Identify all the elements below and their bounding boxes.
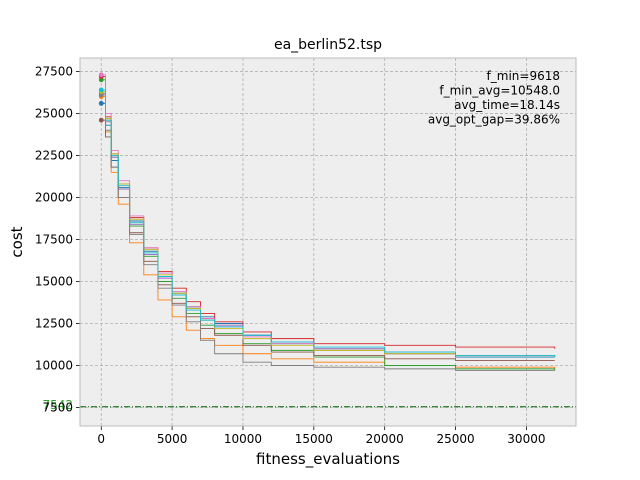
annotation-box: f_min=9618f_min_avg=10548.0avg_time=18.1… <box>428 69 560 127</box>
series-start-point <box>98 117 104 123</box>
x-tick-label: 10000 <box>224 432 262 446</box>
x-tick-label: 20000 <box>366 432 404 446</box>
y-tick-label: 10000 <box>35 359 73 373</box>
series-line <box>101 89 556 358</box>
series-start-point <box>98 87 104 93</box>
annotation-line: f_min=9618 <box>487 69 560 83</box>
y-tick-label: 27500 <box>35 64 73 78</box>
x-tick-label: 15000 <box>295 432 333 446</box>
series-group <box>98 72 556 371</box>
y-axis-label: cost <box>8 226 26 257</box>
optimum-reference-label: 7542 <box>42 398 73 412</box>
x-tick-label: 30000 <box>507 432 545 446</box>
plot-background <box>80 58 576 426</box>
y-tick-label: 22500 <box>35 148 73 162</box>
series-start-point <box>98 92 104 98</box>
annotation-line: f_min_avg=10548.0 <box>439 84 560 98</box>
y-tick-label: 12500 <box>35 316 73 330</box>
x-tick-label: 5000 <box>157 432 188 446</box>
series-start-point <box>98 100 104 106</box>
annotation-line: avg_time=18.14s <box>454 98 560 112</box>
y-tick-label: 20000 <box>35 190 73 204</box>
x-tick-label: 0 <box>97 432 105 446</box>
y-tick-label: 17500 <box>35 232 73 246</box>
y-tick-label: 15000 <box>35 274 73 288</box>
plot-frame <box>79 57 577 427</box>
x-tick-label: 25000 <box>436 432 474 446</box>
axes: 0 5000 10000 15000 20000 25000 30000 7500 10000 1… <box>35 57 577 446</box>
y-tick-label: 7500 <box>42 401 73 415</box>
series-start-point <box>98 77 104 83</box>
y-tick-label: 25000 <box>35 106 73 120</box>
series-start-point <box>98 72 104 78</box>
annotation-line: avg_opt_gap=39.86% <box>428 113 560 127</box>
reference-line-group: 7542 <box>42 398 576 412</box>
chart-title: ea_berlin52.tsp <box>274 37 382 53</box>
x-axis-label: fitness_evaluations <box>256 450 400 469</box>
